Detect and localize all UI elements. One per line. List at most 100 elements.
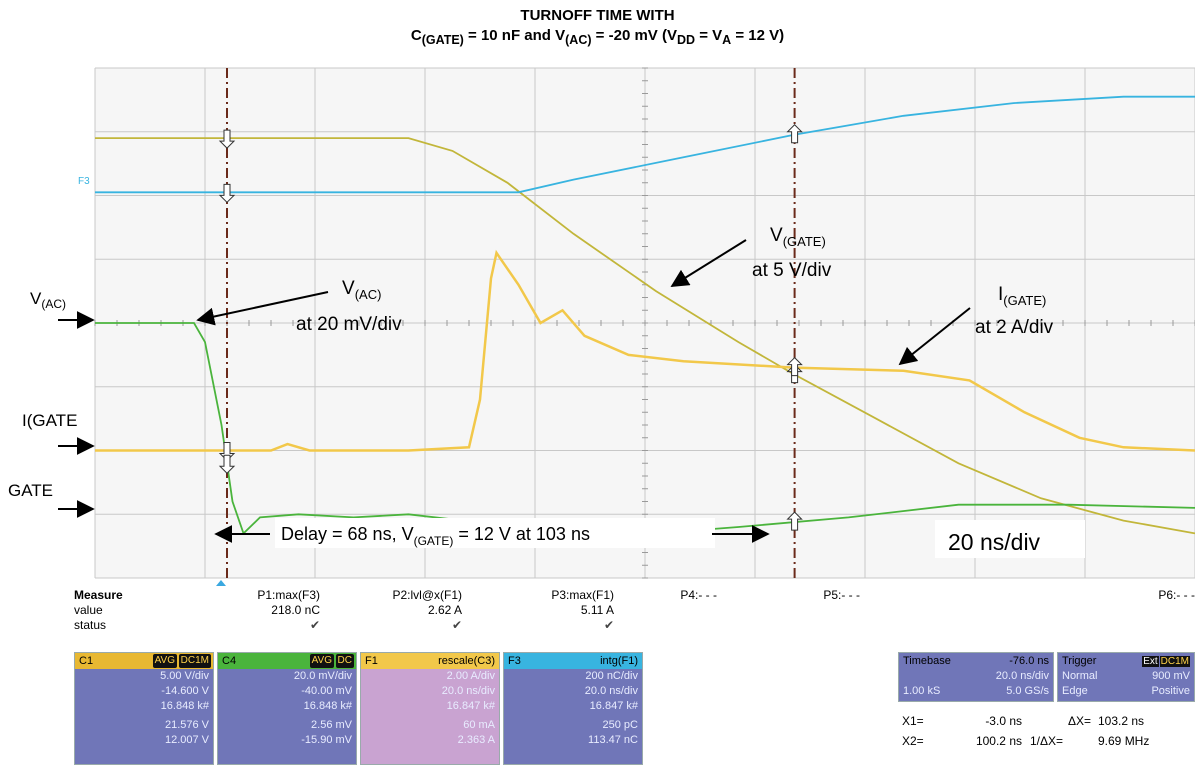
channel-row: 250 pC [602, 719, 638, 731]
channel-row: -15.90 mV [301, 734, 352, 746]
vac-callout-scale: at 20 mV/div [296, 314, 402, 335]
cursor-invdx-value: 9.69 MHz [1098, 734, 1150, 748]
channel-header: C4 DC AVG [218, 653, 356, 669]
title-sub-dd: DD [676, 33, 696, 47]
title-sub-gate: (GATE) [421, 33, 464, 47]
vgate-callout-scale: at 5 V/div [752, 260, 832, 281]
trigger-slope: Positive [1151, 685, 1190, 697]
measure-status-check-icon: ✔ [603, 618, 614, 632]
channel-row: -14.600 V [161, 685, 209, 697]
measure-param-name: P1:max(F3) [257, 588, 320, 602]
timebase-offset: -76.0 ns [1009, 655, 1049, 667]
cursor-marker [218, 129, 236, 149]
channel-row: 5.00 V/div [160, 670, 209, 682]
channel-panel-c1[interactable]: C1 DC1M AVG 5.00 V/div -14.600 V 16.848 k# 21.… [74, 652, 214, 765]
vgate-callout-label: V(GATE) [770, 225, 826, 249]
trigger-level: 900 mV [1152, 670, 1190, 682]
channel-header: F1 rescale(C3) [361, 653, 499, 669]
measure-value-label: value [74, 603, 103, 617]
measure-status-check-icon: ✔ [309, 618, 320, 632]
channel-row: 2.00 A/div [446, 670, 495, 682]
measure-param-value: 5.11 A [580, 603, 614, 617]
channel-name: C4 [222, 655, 237, 667]
vac-trace [95, 322, 1195, 541]
delay-part1: Delay = 68 ns, V [281, 524, 414, 544]
channel-row: -40.00 mV [301, 685, 352, 697]
cursor-marker [786, 511, 803, 531]
cursor-marker [218, 183, 236, 204]
vac-callout-label: V(AC) [342, 278, 381, 302]
cursor-x1-label: X1= [902, 714, 924, 728]
cursor-dx-value: 103.2 ns [1098, 714, 1145, 728]
channel-tag: intg(F1) [600, 655, 638, 667]
channel-tag: AVG [152, 654, 177, 668]
timebase-per-div: 20.0 ns/div [995, 670, 1049, 682]
channel-tag: DC [335, 654, 354, 668]
trigger-label: Trigger [1062, 655, 1097, 667]
channel-panel-f1[interactable]: F1 rescale(C3) 2.00 A/div 20.0 ns/div 16.847… [360, 652, 500, 765]
measure-param-name: P6:- - - [1158, 588, 1195, 602]
title-line1: TURNOFF TIME WITH [520, 7, 675, 24]
timebase-panel[interactable]: Timebase -76.0 ns 20.0 ns/div 1.00 kS 5.0 … [898, 652, 1054, 702]
vac-left-sub: (AC) [41, 297, 66, 311]
vgate-callout-v: V [770, 225, 783, 246]
title-part-end: = 12 V) [731, 27, 785, 44]
cursor-marker [786, 356, 803, 377]
vac-callout-sub: (AC) [355, 287, 382, 302]
timebase-note: 20 ns/div [948, 529, 1041, 555]
measure-status-check-icon: ✔ [451, 618, 462, 632]
measure-param-value: 2.62 A [427, 603, 462, 617]
measure-status-label: status [74, 618, 107, 632]
chart-title: TURNOFF TIME WITH C(GATE) = 10 nF and V(… [0, 6, 1195, 50]
vgate-callout-sub: (GATE) [783, 234, 826, 249]
channel-name: F1 [365, 655, 378, 667]
measure-param-name: P2:lvl@x(F1) [392, 588, 462, 602]
channel-tag: rescale(C3) [438, 655, 495, 667]
delay-sub: (GATE) [414, 534, 454, 548]
cursor-x2-label: X2= [902, 734, 924, 748]
channel-header: F3 intg(F1) [504, 653, 642, 669]
title-part-mid: = 10 nF and V [463, 27, 566, 44]
vac-callout-v: V [342, 278, 355, 299]
cursor-dx-label: ΔX= [1068, 714, 1092, 728]
timebase-label: Timebase [903, 655, 951, 667]
channel-row: 20.0 ns/div [441, 685, 495, 697]
channel-row: 113.47 nC [588, 734, 638, 746]
delay-label: Delay = 68 ns, V(GATE) = 12 V at 103 ns [281, 524, 590, 548]
measure-param-name: P4:- - - [680, 588, 717, 602]
channel-row: 60 mA [463, 719, 495, 731]
scope-plot: F3 V(AC) I(GATE GATE V(AC) at 20 mV/div … [8, 67, 1195, 586]
channel-panel-f3[interactable]: F3 intg(F1) 200 nC/div 20.0 ns/div 16.847 k#… [503, 652, 643, 765]
igate-callout-i: I [998, 284, 1003, 305]
cursor-x1-value: -3.0 ns [985, 714, 1022, 728]
channel-row: 16.847 k# [589, 700, 638, 712]
gate-left-label: GATE [8, 481, 53, 500]
timebase-rate: 5.0 GS/s [1006, 685, 1049, 697]
trigger-marker [216, 580, 226, 586]
channel-tag: AVG [309, 654, 334, 668]
measure-header: Measure [74, 588, 123, 602]
trigger-tag-ext: Ext [1142, 656, 1159, 667]
channel-row: 16.848 k# [303, 700, 352, 712]
measure-param-value: 218.0 nC [271, 603, 320, 617]
cursor-marker [218, 454, 236, 474]
channel-row: 21.576 V [164, 719, 209, 731]
delay-part2: = 12 V at 103 ns [453, 524, 590, 544]
igate-callout-sub: (GATE) [1003, 293, 1046, 308]
title-part-vdd: = -20 mV (V [591, 27, 677, 44]
cursors [218, 68, 803, 578]
title-part-c: C [410, 27, 422, 44]
trigger-panel[interactable]: Trigger Ext DC1M Normal 900 mV Edge Positive [1057, 652, 1195, 702]
measure-param-name: P5:- - - [823, 588, 860, 602]
channel-name: F3 [508, 655, 521, 667]
channel-name: C1 [79, 655, 94, 667]
channel-tag: DC1M [178, 654, 211, 668]
channel-header: C1 DC1M AVG [75, 653, 213, 669]
measure-param-name: P3:max(F1) [551, 588, 614, 602]
delay-bg [275, 518, 715, 548]
channel-row: 20.0 mV/div [293, 670, 352, 682]
channel-panel-c4[interactable]: C4 DC AVG 20.0 mV/div -40.00 mV 16.848 k# 2.56… [217, 652, 357, 765]
title-line2: C(GATE) = 10 nF and V(AC) = -20 mV (VDD … [0, 26, 1195, 50]
channel-row: 2.363 A [457, 734, 495, 746]
vgate-trace [95, 137, 1195, 535]
